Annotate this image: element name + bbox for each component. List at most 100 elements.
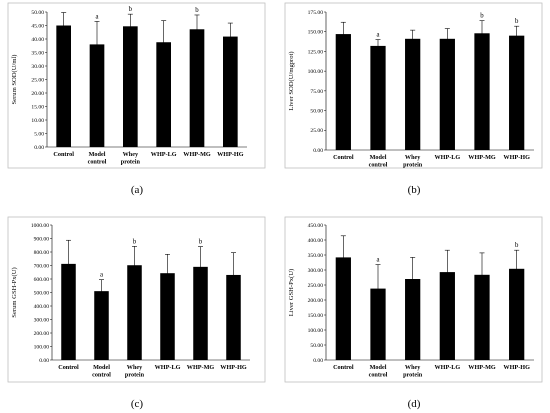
y-tick-label: 300.00 (308, 268, 324, 274)
y-tick-label: 40.00 (31, 37, 44, 43)
bar (189, 29, 205, 148)
x-tick-label: Model (93, 364, 110, 371)
panel-frame (284, 216, 543, 383)
bar (123, 26, 138, 148)
x-tick-label: control (92, 372, 111, 379)
y-tick-label: 800.00 (34, 250, 50, 256)
x-tick-label: WHP-HG (503, 364, 530, 371)
bar (439, 272, 455, 360)
bar (193, 266, 208, 360)
y-tick-label: 100.00 (308, 328, 324, 334)
chart-panel-3: 0.00 100.00 200.00 300.00 400.00 500.00 600.00… (7, 216, 266, 410)
significance-label: b (133, 238, 137, 245)
x-tick-label: Model (370, 154, 387, 161)
panel-frame (7, 216, 266, 383)
bar (61, 263, 76, 360)
x-tick-label: Control (58, 364, 79, 371)
x-tick-label: Whey (123, 151, 139, 158)
bar (94, 291, 109, 360)
y-tick-label: 200.00 (308, 298, 324, 304)
y-tick-label: 200.00 (34, 331, 50, 337)
panel-frame (284, 2, 543, 169)
y-tick-label: 50.00 (310, 343, 323, 349)
bar (370, 45, 386, 151)
y-tick-label: 0.00 (39, 358, 49, 364)
bar (127, 265, 142, 360)
y-tick-label: 50.00 (310, 108, 323, 114)
bar (335, 34, 351, 150)
y-tick-label: 600.00 (34, 277, 50, 283)
y-tick-label: 100.00 (34, 344, 50, 350)
x-tick-label: control (369, 162, 388, 169)
y-tick-label: 75.00 (310, 89, 323, 95)
y-tick-label: 30.00 (31, 64, 44, 70)
bar (509, 35, 525, 150)
y-tick-label: 35.00 (31, 50, 44, 56)
x-tick-label: WHP-LG (434, 154, 460, 161)
y-tick-label: 50.00 (31, 10, 44, 16)
y-tick-label: 900.00 (34, 236, 50, 242)
significance-label: b (195, 7, 199, 14)
x-tick-label: Model (370, 364, 387, 371)
y-tick-label: 125.00 (308, 49, 324, 55)
y-tick-label: 500.00 (34, 290, 50, 296)
panel-caption: (c) (131, 398, 144, 410)
bar (405, 38, 421, 150)
y-axis-title: Liver SOD(U/mgprot) (288, 51, 295, 110)
panel-frame (7, 2, 266, 169)
x-tick-label: WHP-MG (187, 364, 215, 371)
y-axis-title: Serum GSH-Px(U) (11, 267, 18, 317)
x-tick-label: protein (125, 372, 145, 379)
y-tick-label: 175.00 (308, 10, 324, 16)
x-tick-label: control (88, 159, 107, 166)
x-tick-label: WHP-MG (468, 154, 496, 161)
x-tick-label: WHP-MG (468, 364, 496, 371)
y-axis-title: Serum SOD(U/ml) (11, 54, 18, 104)
chart-panel-4: 0.00 50.00 100.00 150.00 200.00 250.00 300.00 3… (284, 216, 543, 410)
bar (509, 268, 525, 360)
y-tick-label: 300.00 (34, 317, 50, 323)
significance-label: a (100, 272, 103, 279)
y-tick-label: 45.00 (31, 23, 44, 29)
significance-label: b (515, 242, 519, 249)
y-tick-label: 5.00 (34, 131, 44, 137)
y-tick-label: 20.00 (31, 91, 44, 97)
x-tick-label: Whey (127, 364, 143, 371)
significance-label: a (376, 257, 379, 264)
significance-label: b (129, 6, 133, 13)
y-tick-label: 1000.00 (31, 223, 49, 229)
x-tick-label: protein (403, 372, 423, 379)
y-tick-label: 150.00 (308, 30, 324, 36)
panel-caption: (b) (408, 184, 421, 196)
bar (226, 274, 241, 360)
panel-caption: (d) (408, 398, 421, 410)
bar (335, 257, 351, 360)
y-tick-label: 450.00 (308, 223, 324, 229)
x-tick-label: WHP-HG (503, 154, 530, 161)
bar (223, 36, 238, 147)
x-tick-label: Whey (405, 364, 421, 371)
bar (156, 42, 171, 147)
y-tick-label: 250.00 (308, 283, 324, 289)
significance-label: b (199, 239, 203, 246)
bar (160, 273, 175, 360)
y-tick-label: 0.00 (34, 145, 44, 151)
x-tick-label: Control (53, 151, 74, 158)
chart-panel-2: 0.00 25.00 50.00 75.00 100.00 125.00 150.00 175… (284, 2, 543, 196)
x-tick-label: Whey (405, 154, 421, 161)
x-tick-label: protein (121, 159, 141, 166)
x-tick-label: control (369, 372, 388, 379)
bar (405, 279, 421, 360)
x-tick-label: Control (333, 154, 354, 161)
significance-label: a (95, 13, 98, 20)
bar (474, 33, 490, 150)
y-tick-label: 700.00 (34, 263, 50, 269)
chart-panel-1: 0.00 5.00 10.00 15.00 20.00 25.00 30.00 35.00 40… (7, 2, 266, 196)
y-axis-title: Liver GSH-Px(U) (288, 269, 295, 316)
bar (56, 25, 71, 147)
y-tick-label: 400.00 (308, 238, 324, 244)
significance-label: b (515, 18, 519, 25)
x-tick-label: Control (333, 364, 354, 371)
x-tick-label: protein (403, 162, 423, 169)
y-tick-label: 25.00 (31, 77, 44, 83)
